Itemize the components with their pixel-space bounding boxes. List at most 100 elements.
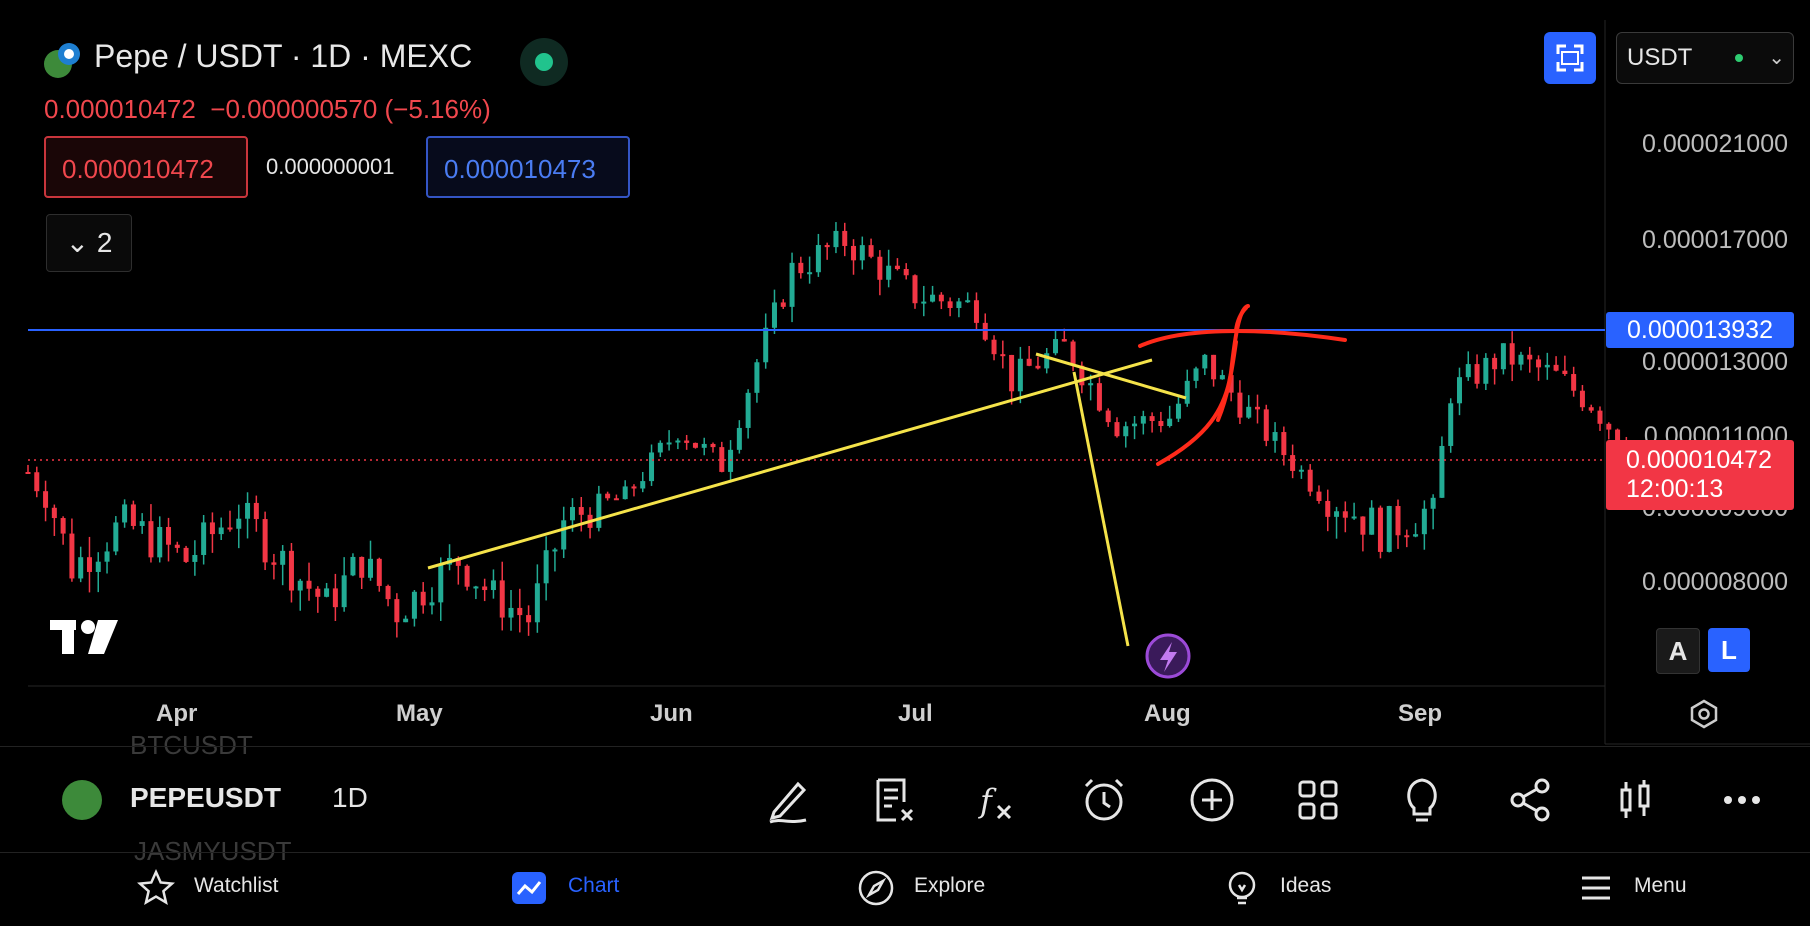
ideas-button[interactable] [1394,772,1450,828]
candle-body [69,533,75,579]
candle-body [1421,508,1427,535]
level-price-badge[interactable]: 0.000013932 [1606,312,1794,348]
candle-body [1544,364,1550,368]
compass-icon [858,870,894,906]
candle-body [1395,506,1401,536]
candle-body [596,493,602,528]
toolbar-timeframe[interactable]: 1D [332,782,368,813]
add-button[interactable] [1184,772,1240,828]
candle-body [490,580,496,591]
chart-settings-button[interactable] [1688,698,1720,730]
nav-explore-label[interactable]: Explore [914,874,986,897]
candle-body [306,580,312,589]
indicators-count: 2 [96,227,113,258]
status-dot-icon [1735,54,1743,62]
candle-body [1026,358,1032,366]
candle-body [1527,354,1533,360]
candle-body [1140,416,1146,424]
candle-body [815,245,821,273]
toolbar-symbol[interactable]: PEPEUSDT [130,782,281,813]
price-change: −0.000000570 (−5.16%) [210,94,491,124]
candle-body [236,518,242,529]
candle-body [1307,469,1313,492]
chart-type-button[interactable] [1608,772,1664,828]
candle-body [1492,357,1498,370]
current-price-label: 0.000010472 [1626,446,1772,474]
spread-value: 0.000000001 [266,154,395,179]
candle-body [1360,516,1366,535]
indicators-button[interactable]: f [968,772,1024,828]
candle-body [368,558,374,578]
currency-select[interactable]: USDT ⌄ [1616,32,1794,84]
candle-body [148,521,154,558]
candle-body [1254,406,1260,410]
nav-watchlist[interactable] [136,868,176,908]
candle-body [868,245,874,257]
candle-body [1579,390,1585,408]
candle-body [1044,353,1050,369]
candle-body [947,301,953,308]
price-tick: 0.000013000 [1642,348,1788,376]
fullscreen-button[interactable] [1544,32,1596,84]
drawing-tools-button[interactable] [760,772,816,828]
price-tick: 0.000008000 [1642,568,1788,596]
ascending-trendline[interactable] [427,358,1153,570]
auto-scale-button[interactable]: A [1656,628,1700,674]
nav-menu-label[interactable]: Menu [1634,874,1687,897]
candle-body [605,493,611,499]
candle-body [1298,469,1304,472]
more-button[interactable] [1714,772,1770,828]
nav-menu[interactable] [1576,868,1616,908]
nav-explore[interactable] [856,868,896,908]
candle-body [280,550,286,565]
share-button[interactable] [1502,772,1558,828]
candle-body [1237,392,1243,418]
star-icon [137,868,175,906]
tradingview-logo-icon [50,620,118,654]
nav-ideas-label[interactable]: Ideas [1280,874,1332,897]
candle-body [1369,507,1375,535]
nav-chart-label[interactable]: Chart [568,874,620,897]
candle-body [253,502,259,520]
sell-button[interactable]: 0.000010472 [44,136,248,198]
candle-body [1342,511,1348,518]
candle-body [1413,534,1419,537]
buy-button[interactable]: 0.000010473 [426,136,630,198]
candle-body [1474,364,1480,384]
candle-body [34,472,40,492]
candle-body [376,558,382,586]
log-scale-button[interactable]: L [1708,628,1750,672]
candle-body [1211,354,1217,380]
layouts-button[interactable] [1290,772,1346,828]
candle-body [1061,339,1067,342]
descending-trendline[interactable] [1035,352,1187,400]
candle-body [122,504,128,523]
pepe-logo-icon [42,40,82,80]
target-trendline[interactable] [1072,371,1130,647]
candle-body [113,522,119,552]
candle-body [728,449,734,472]
alert-button[interactable] [1076,772,1132,828]
candle-body [1316,491,1322,501]
candle-body [1184,380,1190,404]
nav-ideas[interactable] [1222,868,1262,908]
candle-body [973,300,979,323]
fullscreen-icon [1556,44,1584,72]
symbol-title[interactable]: Pepe / USDT · 1D · MEXC [94,38,473,74]
candle-body [438,564,444,603]
candle-body [271,562,277,565]
nav-chart[interactable] [510,868,550,908]
freehand-annotation[interactable] [1138,304,1347,466]
candle-body [227,527,233,530]
candle-body [1448,403,1454,446]
candle-body [25,472,31,474]
event-lightning-icon[interactable] [1145,633,1191,679]
ideas-lightbulb-icon [1407,778,1437,822]
nav-watchlist-label[interactable]: Watchlist [194,874,279,897]
indicators-toggle-button[interactable]: ⌄ 2 [46,214,132,272]
price-tick: 0.000021000 [1642,130,1788,158]
candle-body [851,245,857,261]
candle-body [174,544,180,548]
object-tree-button[interactable] [866,772,922,828]
